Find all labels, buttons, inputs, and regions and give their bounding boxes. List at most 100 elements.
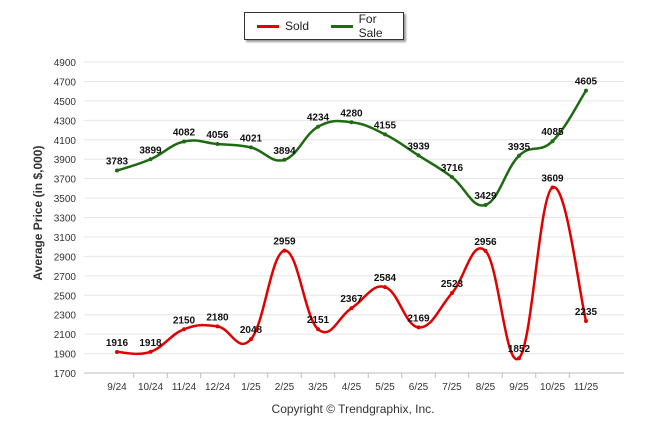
data-point: [215, 142, 220, 147]
y-tick-label: 3300: [54, 214, 77, 225]
data-label: 4155: [374, 120, 397, 131]
data-label: 4280: [340, 108, 363, 119]
legend-item-sold[interactable]: Sold: [257, 19, 309, 33]
data-label: 2235: [575, 307, 598, 318]
x-tick-label: 11/24: [172, 382, 197, 393]
data-label: 4082: [173, 127, 196, 138]
data-point: [249, 145, 253, 150]
data-point: [115, 350, 119, 355]
y-tick-label: 2500: [54, 291, 77, 302]
grid-lines: [84, 61, 624, 374]
y-axis-ticks: 1700 1900 2100 2300 2500 2700 2900 3100 3300 3500…: [54, 58, 77, 380]
x-tick-label: 1/25: [241, 382, 261, 393]
data-label: 4021: [240, 133, 263, 144]
y-tick-label: 3700: [54, 175, 77, 186]
chart-legend: Sold For Sale: [244, 12, 404, 40]
x-tick-label: 3/25: [308, 382, 328, 393]
data-point: [416, 153, 421, 158]
y-tick-label: 4900: [54, 58, 77, 69]
x-tick-label: 7/25: [442, 382, 462, 393]
data-point: [584, 319, 588, 324]
data-label: 3939: [407, 141, 430, 152]
y-tick-label: 1900: [54, 350, 77, 361]
legend-label-for-sale: For Sale: [358, 12, 383, 40]
data-label: 3716: [441, 163, 464, 174]
data-label: 2048: [240, 325, 263, 336]
y-tick-label: 3500: [54, 194, 77, 205]
data-label: 2180: [206, 312, 229, 323]
data-point: [182, 327, 186, 332]
data-point: [383, 132, 387, 137]
y-tick-label: 2300: [54, 311, 77, 322]
data-label: 2523: [441, 279, 464, 290]
series-lines: [115, 88, 588, 361]
data-point: [517, 356, 521, 361]
data-point: [148, 157, 153, 162]
y-tick-label: 4700: [54, 77, 77, 88]
data-point: [115, 168, 119, 173]
data-point: [182, 139, 186, 144]
data-label: 3429: [474, 191, 497, 202]
y-tick-label: 4100: [54, 136, 77, 147]
x-tick-label: 10/25: [540, 382, 565, 393]
data-point: [450, 175, 454, 180]
y-tick-label: 2700: [54, 272, 77, 283]
copyright-footer: Copyright © Trendgraphix, Inc.: [271, 402, 435, 416]
data-point: [483, 202, 488, 207]
data-label: 4056: [206, 130, 229, 141]
data-point: [450, 291, 454, 296]
data-point: [148, 349, 153, 354]
data-label: 2959: [273, 237, 296, 248]
legend-swatch-for-sale: [331, 24, 353, 28]
data-label: 3935: [508, 142, 531, 153]
data-point: [215, 324, 220, 329]
legend-item-for-sale[interactable]: For Sale: [331, 12, 403, 40]
data-label: 2956: [474, 237, 497, 248]
data-point: [550, 139, 555, 144]
data-label: 1916: [106, 338, 129, 349]
data-label: 1918: [139, 338, 162, 349]
data-point: [517, 153, 521, 158]
data-label: 3609: [541, 173, 564, 184]
data-label: 1852: [508, 344, 531, 355]
data-label: 2169: [407, 313, 430, 324]
x-tick-label: 9/24: [107, 382, 127, 393]
y-tick-label: 3100: [54, 233, 77, 244]
x-tick-label: 8/25: [476, 382, 496, 393]
x-tick-label: 12/24: [205, 382, 230, 393]
y-tick-label: 2100: [54, 330, 77, 341]
data-point: [550, 185, 555, 190]
data-label: 2584: [374, 273, 397, 284]
data-label: 3783: [106, 157, 129, 168]
x-tick-label: 6/25: [409, 382, 429, 393]
data-labels: 1916 1918 2150 2180 2048 2959 2151 2367 2584 2169…: [106, 77, 598, 356]
series-line-sold: [116, 186, 588, 361]
data-point: [349, 306, 354, 311]
data-point: [282, 157, 287, 162]
data-label: 4234: [307, 113, 330, 124]
data-point: [282, 248, 287, 253]
data-point: [316, 327, 320, 332]
data-label: 4085: [541, 127, 564, 138]
y-axis-label: Average Price (in $,000): [31, 146, 45, 281]
y-tick-label: 2900: [54, 252, 77, 263]
data-point: [483, 248, 488, 253]
x-tick-label: 11/25: [574, 382, 599, 393]
y-tick-label: 4300: [54, 116, 77, 127]
data-point: [349, 120, 354, 125]
data-point: [383, 285, 387, 290]
data-point: [584, 88, 588, 93]
x-tick-label: 2/25: [275, 382, 295, 393]
y-tick-label: 3900: [54, 155, 77, 166]
data-label: 2151: [307, 315, 330, 326]
data-label: 3899: [139, 145, 162, 156]
legend-swatch-sold: [257, 24, 279, 28]
x-tick-label: 5/25: [375, 382, 395, 393]
data-label: 4605: [575, 77, 598, 88]
y-tick-label: 4500: [54, 97, 77, 108]
data-label: 2367: [340, 294, 363, 305]
x-tick-label: 4/25: [342, 382, 362, 393]
data-point: [416, 325, 421, 330]
data-label: 2150: [173, 315, 196, 326]
